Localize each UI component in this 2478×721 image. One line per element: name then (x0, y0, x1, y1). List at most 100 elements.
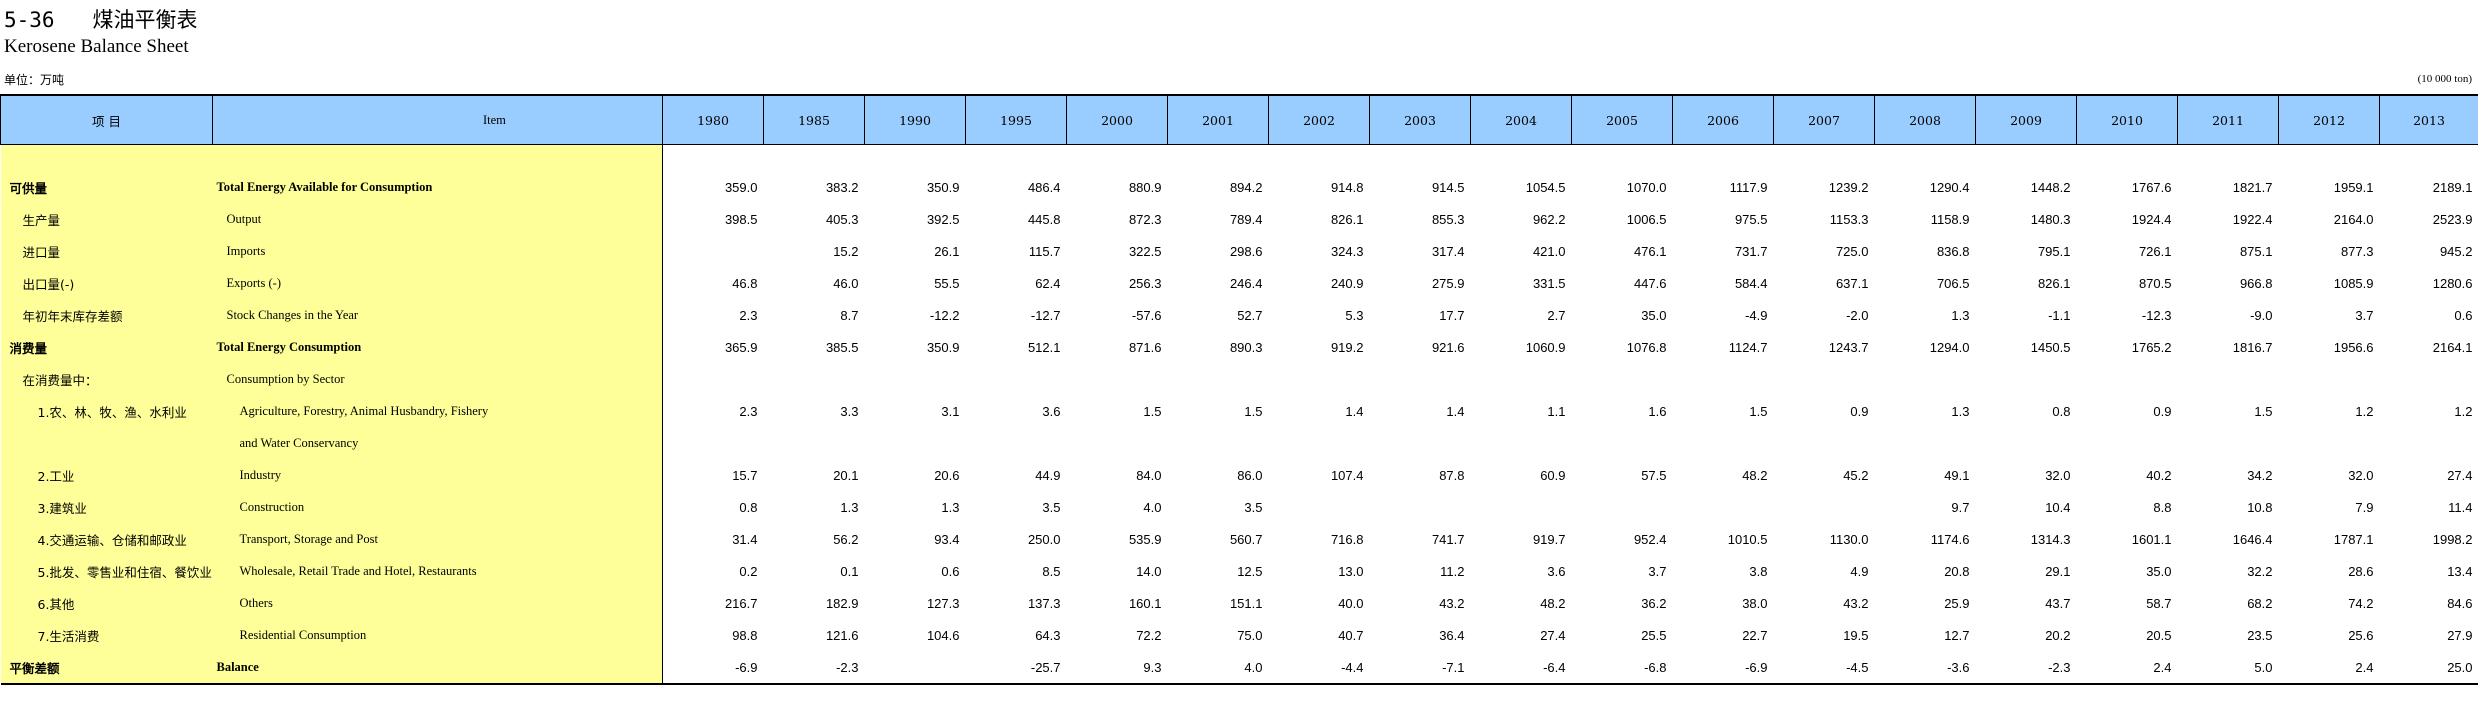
cell-2003: 1.4 (1446, 403, 1465, 419)
header-item-en: Item (212, 96, 663, 145)
cell-2004: 421.0 (1532, 243, 1566, 259)
cell-2003: 17.7 (1439, 307, 1465, 323)
cell-2012: 28.6 (2348, 563, 2374, 579)
cell-1990: 3.1 (941, 403, 960, 419)
cell-2008: 1158.9 (1930, 211, 1970, 227)
cell-2001 (1168, 427, 1269, 459)
row-label-en: Total Energy Available for Consumption (212, 171, 663, 203)
header-year-1980: 1980 (662, 96, 764, 145)
cell-2013: 2523.9 (2432, 211, 2473, 227)
cell-2008: 1174.6 (1930, 531, 1970, 547)
cell-2005: 57.5 (1641, 467, 1667, 483)
cell-2008: -3.6 (1874, 651, 1976, 685)
row-label-en: Residential Consumption (212, 619, 663, 651)
cell-2002: 13.0 (1338, 563, 1364, 579)
header-year-2006: 2006 (1672, 96, 1774, 145)
cell-1990: 350.9 (926, 179, 960, 195)
cell-1985: 46.0 (833, 275, 859, 291)
cell-2003 (1370, 491, 1471, 523)
cell-2012: 2164.0 (2333, 211, 2374, 227)
cell-1980: -6.9 (662, 651, 764, 685)
cell-2007: 637.1 (1835, 275, 1869, 291)
cell-2009: 826.1 (2037, 275, 2071, 291)
cell-2013: 945.2 (2439, 243, 2473, 259)
cell-2013: 1998.2 (2432, 531, 2473, 547)
cell-2001: 894.2 (1229, 179, 1263, 195)
cell-1990: 0.6 (941, 563, 960, 579)
cell-2012: 7.9 (2355, 499, 2374, 515)
cell-1985: 385.5 (825, 339, 859, 355)
cell-1985: 405.3 (825, 211, 859, 227)
cell-1985: 0.1 (840, 563, 859, 579)
cell-1985: 8.7 (840, 307, 859, 323)
cell-2000: 84.0 (1136, 467, 1162, 483)
cell-2006: 1010.5 (1727, 531, 1768, 547)
cell-1990: 20.6 (934, 467, 960, 483)
cell-2006: 975.5 (1734, 211, 1768, 227)
cell-2002 (1269, 491, 1370, 523)
cell-1980: 15.7 (732, 467, 758, 483)
row-label-cn: 4.交通运输、仓储和邮政业 (0, 523, 213, 555)
cell-2007: 1153.3 (1829, 211, 1869, 227)
cell-2012: 32.0 (2348, 467, 2374, 483)
cell-2008: 1.3 (1951, 403, 1970, 419)
cell-2010: 2.4 (2076, 651, 2178, 685)
cell-2001: 52.7 (1237, 307, 1263, 323)
header-year-1995: 1995 (965, 96, 1067, 145)
cell-2008: 20.8 (1944, 563, 1970, 579)
cell-2002 (1269, 363, 1370, 395)
table-body: 可供量 Total Energy Available for Consumptio… (0, 144, 2478, 685)
row-label-en: Balance (212, 651, 663, 685)
cell-2009: 20.2 (2045, 627, 2071, 643)
cell-2011: 1816.7 (2232, 339, 2273, 355)
cell-2000: 535.9 (1128, 531, 1162, 547)
cell-2005 (1572, 363, 1673, 395)
cell-2001: 4.0 (1167, 651, 1269, 685)
table-row: 2.工业 Industry 15.7 20.1 20.6 44.9 84.0 86.0 107.… (0, 459, 2478, 491)
cell-2007: 45.2 (1843, 467, 1869, 483)
cell-1980: 0.2 (739, 563, 758, 579)
cell-2011: 966.8 (2239, 275, 2273, 291)
cell-2007: 1239.2 (1828, 179, 1869, 195)
cell-1985: -2.3 (763, 651, 865, 685)
cell-1985 (764, 363, 865, 395)
cell-2001: 151.1 (1229, 595, 1263, 611)
cell-2009: 795.1 (2037, 243, 2071, 259)
row-label-cn: 年初年末库存差额 (0, 299, 213, 331)
cell-1980 (663, 235, 764, 267)
cell-2003: 855.3 (1431, 211, 1465, 227)
header-year-2000: 2000 (1066, 96, 1168, 145)
cell-1980 (663, 427, 764, 459)
cell-2006: 1.5 (1749, 403, 1768, 419)
cell-2009 (1976, 363, 2077, 395)
cell-2002: 40.7 (1338, 627, 1364, 643)
header-year-1985: 1985 (763, 96, 865, 145)
cell-2002: 5.3 (1345, 307, 1364, 323)
cell-1990: 55.5 (934, 275, 960, 291)
header-year-2001: 2001 (1167, 96, 1269, 145)
row-label-cn: 在消费量中： (0, 363, 213, 395)
cell-1995: 512.1 (1027, 339, 1061, 355)
row-label-cn: 3.建筑业 (0, 491, 213, 523)
cell-2003 (1370, 363, 1471, 395)
cell-1995: 115.7 (1028, 243, 1061, 259)
cell-2012 (2279, 427, 2380, 459)
unit-label-en: (10 000 ton) (2417, 73, 2472, 85)
cell-2012: 25.6 (2348, 627, 2374, 643)
cell-1985: 383.2 (825, 179, 859, 195)
cell-2000 (1067, 363, 1168, 395)
table-row: 年初年末库存差额 Stock Changes in the Year 2.3 8.7 -… (0, 299, 2478, 331)
cell-2003: 87.8 (1439, 467, 1465, 483)
table-row: 7.生活消费 Residential Consumption 98.8 121.6 10… (0, 619, 2478, 651)
cell-2000: 160.1 (1128, 595, 1162, 611)
cell-2004: 1054.5 (1525, 179, 1566, 195)
cell-1985: 3.3 (840, 403, 859, 419)
header-year-2011: 2011 (2177, 96, 2279, 145)
cell-2002 (1269, 427, 1370, 459)
cell-2010: 8.8 (2153, 499, 2172, 515)
cell-1990: -12.2 (929, 307, 960, 323)
cell-2013: 2189.1 (2432, 179, 2473, 195)
cell-2000: 72.2 (1136, 627, 1162, 643)
cell-2002: 107.4 (1330, 467, 1364, 483)
cell-2005: 1006.5 (1626, 211, 1667, 227)
